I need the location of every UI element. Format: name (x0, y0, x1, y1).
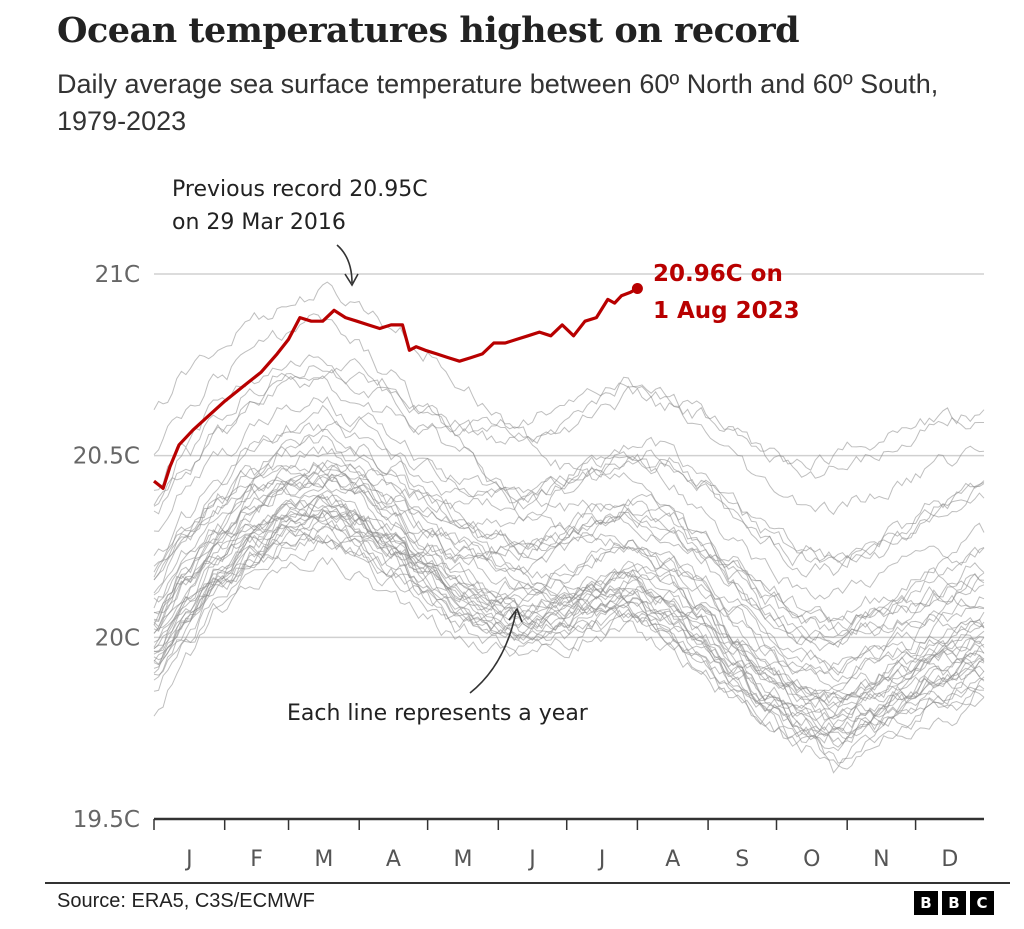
gridlines (154, 273, 984, 639)
year-line-2019 (153, 358, 985, 516)
year-line-1983 (153, 472, 985, 720)
y-tick-label: 19.5C (73, 807, 140, 833)
x-tick-label: J (184, 847, 193, 872)
year-line-2016 (153, 281, 985, 637)
year-line-2011 (153, 539, 985, 721)
year-line-2009 (153, 493, 985, 655)
logo-letter-c: C (970, 891, 994, 915)
y-tick-label: 20.5C (73, 444, 140, 470)
annotation-previous-record-line1: Previous record 20.95C (172, 177, 428, 202)
y-axis-labels: 21C 20.5C 20C 19.5C (73, 262, 140, 833)
annotation-previous-record-line2: on 29 Mar 2016 (172, 210, 346, 235)
arrow-previous-record-icon (336, 244, 353, 284)
year-line-2018 (153, 420, 985, 568)
year-line-2003 (153, 428, 985, 646)
chart-subtitle: Daily average sea surface temperature be… (57, 69, 939, 136)
x-tick-label: J (597, 847, 606, 872)
year-line-1986 (153, 519, 985, 704)
x-tick-label: D (941, 847, 958, 872)
year-line-2000 (153, 498, 985, 710)
chart-title: Ocean temperatures highest on record (57, 10, 800, 51)
x-tick-label: M (453, 847, 472, 872)
year-line-2006 (153, 463, 985, 626)
year-line-1991 (153, 490, 985, 698)
year-line-2010 (153, 396, 985, 770)
x-tick-label: F (250, 847, 263, 872)
year-line-1992 (153, 509, 985, 731)
year-line-1999 (153, 495, 985, 722)
line-2023 (152, 287, 639, 490)
bbc-logo: B B C (914, 891, 994, 915)
year-line-1982 (153, 510, 985, 774)
annotation-each-line: Each line represents a year (287, 701, 589, 726)
year-line-2013 (153, 472, 985, 676)
year-line-2014 (153, 436, 985, 603)
year-line-2008 (153, 531, 985, 732)
x-tick-label: J (527, 847, 536, 872)
x-tick-label: O (803, 847, 820, 872)
annotation-record-2023-line1: 20.96C on (653, 261, 783, 287)
arrowhead-each-line-icon (508, 607, 523, 623)
y-tick-label: 20C (95, 625, 140, 651)
logo-letter-b2: B (942, 891, 966, 915)
highlight-line-2023 (152, 283, 643, 490)
record-point-2023 (631, 283, 643, 295)
annotations: Previous record 20.95C on 29 Mar 2016 20… (172, 177, 800, 726)
year-line-1980 (153, 526, 985, 737)
x-tick-label: S (735, 847, 749, 872)
x-tick-label: N (873, 847, 889, 872)
year-line-2004 (153, 445, 985, 649)
year-line-1985 (153, 529, 985, 740)
x-tick-label: A (665, 847, 680, 872)
year-lines (153, 281, 985, 774)
logo-letter-b1: B (914, 891, 938, 915)
year-line-2022 (153, 368, 984, 507)
footer-divider (45, 882, 1010, 884)
year-line-1997 (153, 451, 985, 622)
year-line-1989 (153, 522, 985, 744)
annotation-record-2023-line2: 1 Aug 2023 (653, 298, 800, 324)
year-line-2007 (153, 462, 985, 748)
y-tick-label: 21C (95, 262, 140, 288)
arrow-each-line-icon (469, 611, 517, 694)
year-line-1995 (153, 476, 985, 703)
year-line-1987 (153, 474, 985, 692)
year-line-1998 (153, 354, 985, 683)
x-tick-label: M (314, 847, 333, 872)
year-line-2012 (153, 511, 985, 672)
arrowhead-previous-record-icon (344, 273, 359, 287)
year-line-2021 (153, 443, 985, 594)
year-line-1990 (153, 499, 985, 709)
year-line-2020 (153, 313, 985, 640)
source-note: Source: ERA5, C3S/ECMWF (57, 890, 315, 912)
x-tick-label: A (386, 847, 401, 872)
